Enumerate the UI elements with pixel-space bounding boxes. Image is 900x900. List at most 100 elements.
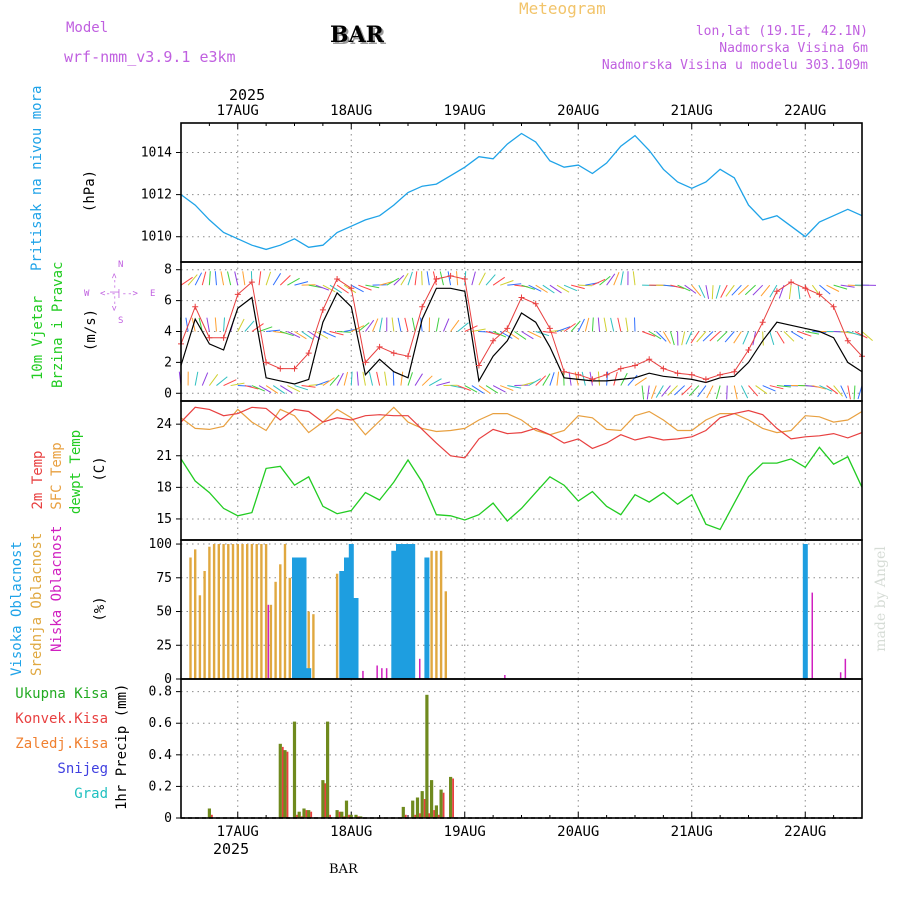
wind-direction-arrow (715, 285, 721, 299)
wind-direction-arrow (272, 385, 286, 394)
wind-direction-arrow (733, 331, 742, 344)
cloud-mid-bar (264, 544, 268, 679)
cloud-mid-bar (189, 557, 192, 679)
precip-total-bar (307, 810, 311, 818)
cloud-mid-bar (260, 544, 263, 679)
cloud-mid-bar (212, 544, 216, 679)
wind-direction-arrow (571, 284, 585, 290)
wind-direction-arrow (201, 372, 209, 386)
wind-direction-arrow (578, 284, 593, 287)
wind-direction-arrow (322, 377, 335, 386)
date-label-top: 19AUG (444, 103, 486, 119)
date-label-bottom: 21AUG (671, 824, 713, 840)
ytick-label: 21 (156, 449, 172, 464)
ytick-label: 100 (149, 537, 172, 552)
precip-convective-bar (211, 814, 213, 818)
compass-ew-axis: <--|--> (100, 289, 138, 299)
wind-direction-arrow (414, 373, 423, 386)
wind-gust-marker (192, 303, 199, 310)
wind-direction-arrow (234, 271, 239, 286)
date-label-top: 21AUG (671, 103, 713, 119)
wind-direction-arrow (220, 271, 225, 286)
wind-direction-arrow (725, 284, 735, 297)
cloud-low-bar (419, 658, 421, 679)
wind-direction-arrow (356, 371, 359, 386)
wind-direction-arrow (464, 385, 478, 393)
wind-direction-arrow (847, 331, 862, 337)
wind-direction-arrow (790, 331, 804, 340)
wind-gust-marker (688, 371, 695, 378)
wind-gust-marker (433, 276, 440, 282)
ytick-label: 15 (156, 512, 172, 527)
cloud-high-bar (348, 544, 354, 679)
wind-direction-arrow (556, 326, 571, 332)
wind-direction-arrow (716, 331, 728, 342)
wind-gust-marker (305, 350, 312, 357)
wind-direction-arrow (376, 371, 381, 386)
wind-direction-arrow (315, 380, 330, 387)
wind-direction-arrow (230, 382, 245, 387)
wind-direction-arrow (709, 331, 721, 342)
station-title: BAR (330, 22, 384, 48)
ytick-label: 0.4 (149, 748, 173, 763)
wind-direction-arrow (227, 271, 232, 286)
wind-direction-arrow (365, 284, 380, 289)
wind-speed-line (180, 287, 863, 385)
wind-gust-marker (490, 337, 497, 344)
wind-direction-arrow (542, 331, 557, 334)
wind-direction-arrow (237, 318, 245, 332)
precip-convective-bar (452, 778, 454, 818)
wind-direction-arrow (744, 284, 756, 296)
model-elevation-text: Nadmorska Visina u modelu 303.109m (601, 58, 868, 73)
wind-direction-arrow (343, 371, 349, 386)
sfc-temp-line (180, 406, 863, 436)
precip-total-bar (292, 721, 297, 818)
wind-gust-marker (461, 276, 468, 282)
wind-direction-arrow (492, 276, 505, 286)
wind-gust-marker (419, 303, 426, 310)
wind-direction-arrow (667, 385, 678, 396)
wind-gust-marker (518, 294, 525, 301)
cloud-mid-bar (241, 544, 244, 679)
precip-total-bar (411, 800, 415, 818)
wind-direction-arrow (648, 331, 662, 340)
wind-direction-arrow (223, 317, 225, 332)
cloud-low-bar (362, 670, 364, 679)
wind-direction-arrow (641, 385, 645, 400)
cloud-low-bar (381, 668, 383, 679)
date-label-top: 18AUG (330, 103, 372, 119)
wind-gust-marker (504, 325, 511, 332)
wind-direction-arrow (603, 317, 608, 332)
wind-direction-arrow (266, 329, 281, 332)
wind-direction-arrow (847, 284, 862, 287)
wind-direction-arrow (280, 331, 294, 337)
wind-gust-marker (632, 362, 638, 369)
cloud-mid-bar (227, 544, 230, 679)
cloud-high-bar (802, 544, 808, 679)
wind-direction-arrow (528, 331, 542, 339)
pressure-line (180, 132, 863, 251)
panel-frame (180, 678, 863, 819)
wind-direction-arrow (632, 271, 636, 286)
wind-direction-arrow (833, 385, 843, 397)
wind-direction-arrow (301, 331, 314, 340)
wind-direction-arrow (715, 385, 721, 400)
cloud-mid-bar (269, 604, 273, 679)
wind-direction-arrow (384, 371, 388, 386)
wind-direction-arrow (826, 284, 840, 292)
wind-gust-marker (575, 371, 582, 378)
wind-gust-marker (263, 359, 270, 366)
wind-direction-arrow (258, 326, 273, 332)
date-label-bottom: 18AUG (330, 824, 372, 840)
wind-gust-line (180, 275, 863, 380)
precip-convective-bar (296, 814, 298, 818)
wind-direction-arrow (724, 331, 735, 343)
precip-convective-bar (433, 810, 435, 818)
ytick-label: 0 (164, 386, 172, 401)
ytick-label: 50 (156, 605, 172, 620)
wind-direction-arrow (194, 272, 203, 286)
wind-direction-arrow (776, 385, 791, 388)
wind-direction-arrow (769, 331, 775, 346)
wind-direction-arrow (641, 331, 656, 337)
product-title: Meteogram (519, 0, 606, 18)
